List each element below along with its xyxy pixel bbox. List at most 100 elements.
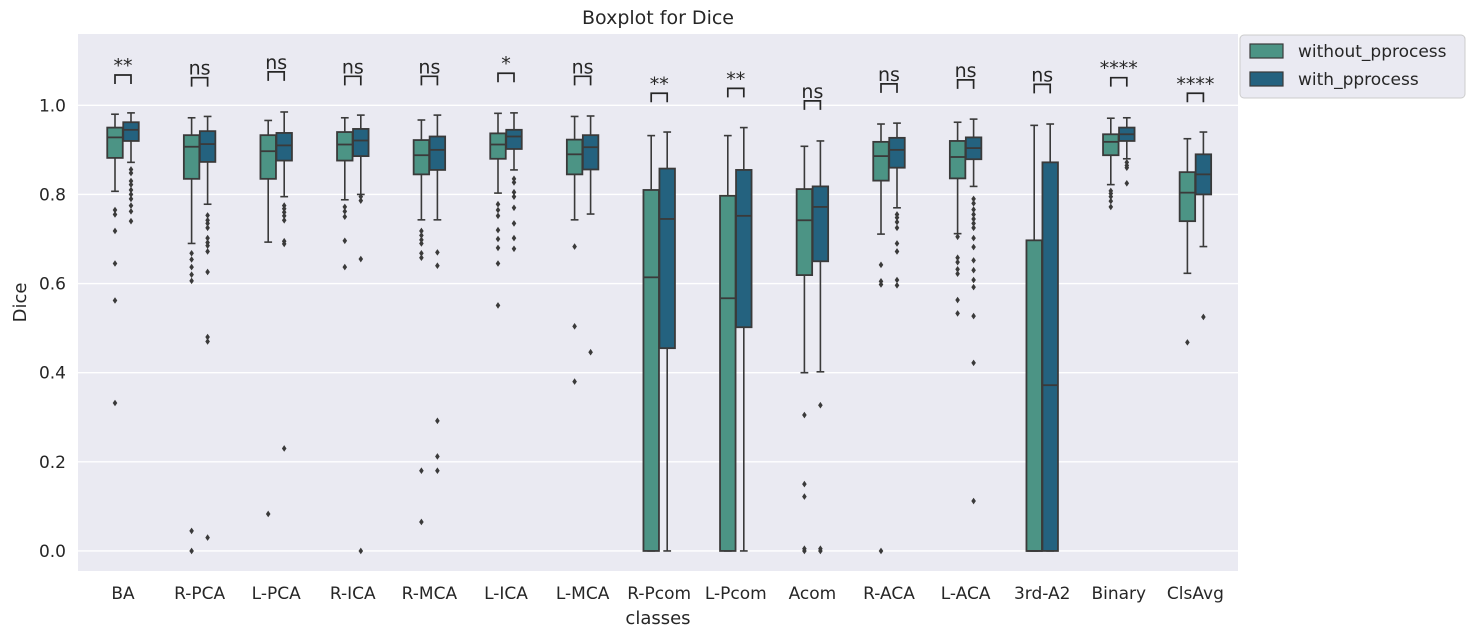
x-tick-label: L-MCA: [556, 584, 610, 604]
outlier-point: [128, 169, 134, 177]
outlier-point: [971, 257, 976, 264]
box-iqr: [106, 126, 124, 159]
box-iqr: [888, 136, 906, 169]
outlier-point: [1124, 179, 1130, 187]
significance-bracket: [420, 75, 439, 86]
significance-label: ns: [572, 56, 594, 78]
outlier-point: [281, 212, 287, 220]
outlier-point: [189, 271, 194, 278]
significance-label: ns: [1031, 64, 1053, 86]
outlier-point: [205, 534, 210, 541]
outlier-point: [358, 193, 364, 200]
significance-label: ****: [1100, 58, 1138, 80]
box-iqr: [1041, 161, 1059, 552]
significance-label: **: [726, 68, 745, 90]
outlier-point: [435, 262, 440, 270]
outlier-point: [971, 195, 976, 203]
x-tick-label: R-ICA: [330, 584, 376, 604]
significance-label: ****: [1176, 73, 1214, 95]
outlier-point: [435, 249, 440, 256]
x-tick-label: ClsAvg: [1167, 584, 1224, 604]
box-without_pprocess-BA: [106, 113, 124, 407]
significance-label: **: [114, 55, 133, 77]
y-tick-label: 1.0: [39, 96, 66, 116]
outlier-point: [419, 254, 424, 262]
outlier-point: [495, 200, 501, 208]
outlier-point: [572, 243, 577, 250]
significance-bracket: [803, 99, 822, 110]
box-iqr: [795, 188, 814, 276]
significance-bracket: [1033, 83, 1052, 94]
outlier-point: [358, 255, 364, 263]
outlier-point: [281, 205, 287, 212]
outlier-point: [802, 547, 807, 555]
x-tick-label: L-ICA: [484, 584, 528, 604]
chart-title: Boxplot for Dice: [582, 7, 734, 29]
x-tick-label: R-ACA: [863, 584, 915, 604]
outlier-point: [894, 218, 900, 226]
box-iqr: [352, 128, 370, 158]
significance-bracket: [650, 92, 669, 103]
outlier-point: [435, 467, 440, 475]
significance-bracket: [956, 79, 975, 89]
significance-bracket: [190, 76, 209, 87]
outlier-point: [971, 220, 976, 227]
outlier-point: [112, 399, 118, 407]
box-iqr: [581, 134, 600, 171]
outlier-point: [971, 206, 976, 213]
box-with_pprocess-ClsAvg: [1194, 131, 1213, 321]
box-with_pprocess-R-ACA: [888, 122, 906, 289]
box-iqr: [872, 140, 890, 182]
outlier-point: [495, 244, 501, 252]
outlier-point: [894, 214, 900, 221]
outlier-point: [511, 220, 517, 227]
outlier-point: [419, 467, 424, 475]
outlier-point: [971, 200, 976, 207]
box-with_pprocess-R-PCA: [198, 115, 217, 541]
legend-entry: with_pprocess: [1298, 70, 1419, 90]
y-tick-label: 0.0: [39, 542, 66, 562]
outlier-point: [971, 234, 976, 242]
legend-swatch: [1249, 71, 1284, 87]
box-iqr: [489, 132, 507, 160]
box-iqr: [505, 128, 523, 150]
outlier-point: [894, 240, 900, 247]
legend-frame: [1239, 34, 1466, 99]
outlier-point: [1108, 193, 1114, 200]
outlier-point: [189, 263, 194, 271]
outlier-point: [572, 323, 577, 330]
outlier-point: [511, 234, 517, 242]
outlier-point: [419, 227, 424, 235]
box-without_pprocess-L-ICA: [489, 112, 507, 309]
box-iqr: [642, 189, 660, 552]
outlier-point: [588, 348, 593, 356]
outlier-point: [894, 224, 900, 232]
outlier-point: [112, 297, 118, 304]
outlier-point: [511, 204, 517, 212]
outlier-point: [971, 224, 976, 232]
outlier-point: [281, 445, 287, 452]
y-tick-label: 0.6: [39, 275, 66, 295]
significance-bracket: [114, 74, 132, 84]
significance-label: ns: [342, 56, 364, 78]
outlier-point: [281, 216, 287, 224]
legend-entry: without_pprocess: [1298, 42, 1447, 62]
outlier-point: [189, 256, 194, 263]
outlier-point: [1124, 164, 1130, 171]
box-without_pprocess-L-ACA: [948, 121, 967, 317]
outlier-point: [128, 186, 134, 194]
significance-label: ns: [265, 52, 287, 74]
outlier-point: [878, 547, 884, 555]
outlier-point: [128, 195, 134, 203]
x-axis-label: classes: [625, 608, 690, 629]
outlier-point: [205, 333, 210, 341]
box-without_pprocess-R-Pcom: [642, 134, 660, 552]
significance-label: *: [501, 53, 511, 75]
box-iqr: [658, 167, 676, 350]
box-without_pprocess-Binary: [1102, 117, 1120, 211]
significance-bracket: [1109, 76, 1128, 87]
outlier-point: [419, 249, 424, 257]
outlier-point: [1185, 339, 1190, 346]
box-with_pprocess-R-ICA: [352, 114, 370, 555]
